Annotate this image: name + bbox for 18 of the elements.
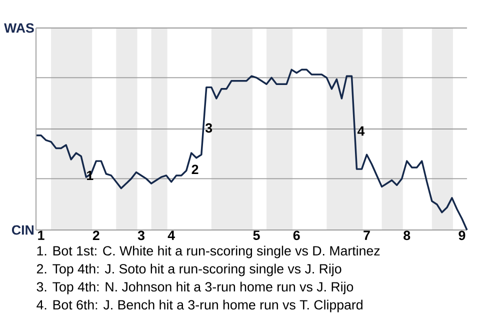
- text: 1. Bot 1st: C. White hit a run-scoring single vs D. Martinez: [37, 246, 380, 258]
- annotation: 3: [205, 123, 212, 133]
- x-tick-label: 6: [293, 230, 300, 240]
- x-tick-label: 4: [168, 230, 175, 240]
- x-tick-label: 7: [364, 230, 370, 240]
- ref-line-label: CIN: [12, 225, 34, 235]
- x-tick-label: 3: [138, 230, 144, 240]
- x-tick-label: 9: [458, 230, 466, 240]
- x-tick-label: 8: [404, 230, 410, 240]
- text: 3. Top 4th: N. Johnson hit a 3-run home run vs J. Rijo: [36, 282, 354, 294]
- x-tick-label: 2: [92, 230, 100, 240]
- text: 2. Top 4th: J. Soto hit a run-scoring single vs J. Rijo: [36, 264, 342, 276]
- text: 4. Bot 6th: J. Bench hit a 3-run home run vs T. Clippard: [36, 300, 362, 312]
- x-tick-label: 1: [38, 230, 44, 240]
- x-tick-label: 5: [253, 230, 260, 240]
- annotation: 2: [192, 164, 198, 174]
- annotation: 4: [357, 126, 365, 136]
- ref-line-label: WAS: [4, 23, 34, 33]
